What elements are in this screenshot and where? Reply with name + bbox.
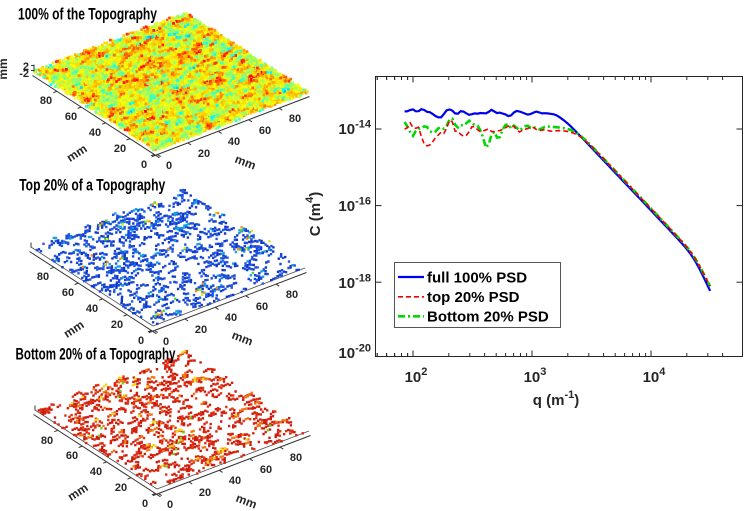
- svg-text:100% of the Topography: 100% of the Topography: [18, 6, 158, 24]
- svg-text:60: 60: [259, 125, 271, 137]
- svg-text:20: 20: [198, 148, 210, 160]
- svg-text:mm: mm: [234, 491, 259, 511]
- svg-text:Bottom 20% PSD: Bottom 20% PSD: [427, 309, 549, 326]
- svg-text:0: 0: [138, 335, 144, 347]
- svg-text:20: 20: [115, 482, 127, 494]
- svg-text:40: 40: [86, 303, 98, 315]
- svg-text:80: 80: [41, 435, 53, 447]
- svg-text:80: 80: [286, 289, 298, 301]
- svg-text:Top 20% of a Topography: Top 20% of a Topography: [19, 177, 166, 195]
- svg-text:40: 40: [229, 475, 241, 487]
- svg-text:60: 60: [260, 464, 272, 476]
- svg-text:80: 80: [289, 113, 301, 125]
- svg-text:40: 40: [89, 127, 101, 139]
- svg-text:40: 40: [90, 466, 102, 478]
- svg-text:40: 40: [228, 136, 240, 148]
- svg-text:mm: mm: [0, 58, 10, 79]
- svg-text:0: 0: [167, 499, 173, 511]
- svg-text:20: 20: [111, 319, 123, 331]
- svg-text:0: 0: [142, 498, 148, 510]
- svg-text:Bottom 20% of a Topography: Bottom 20% of a Topography: [16, 346, 177, 364]
- svg-text:0: 0: [163, 336, 169, 348]
- svg-text:60: 60: [66, 450, 78, 462]
- svg-text:20: 20: [114, 143, 126, 155]
- svg-text:2: 2: [23, 61, 29, 73]
- svg-text:80: 80: [290, 452, 302, 464]
- svg-text:60: 60: [65, 111, 77, 123]
- svg-text:0: 0: [166, 160, 172, 172]
- svg-text:0: 0: [141, 159, 147, 171]
- svg-text:full 100% PSD: full 100% PSD: [427, 269, 527, 286]
- svg-text:top 20% PSD: top 20% PSD: [427, 289, 520, 306]
- svg-text:80: 80: [40, 95, 52, 107]
- svg-text:-2: -2: [19, 68, 29, 80]
- svg-text:60: 60: [256, 301, 268, 313]
- svg-text:60: 60: [62, 287, 74, 299]
- svg-text:40: 40: [225, 312, 237, 324]
- svg-text:20: 20: [195, 324, 207, 336]
- svg-text:20: 20: [199, 487, 211, 499]
- svg-text:80: 80: [37, 271, 49, 283]
